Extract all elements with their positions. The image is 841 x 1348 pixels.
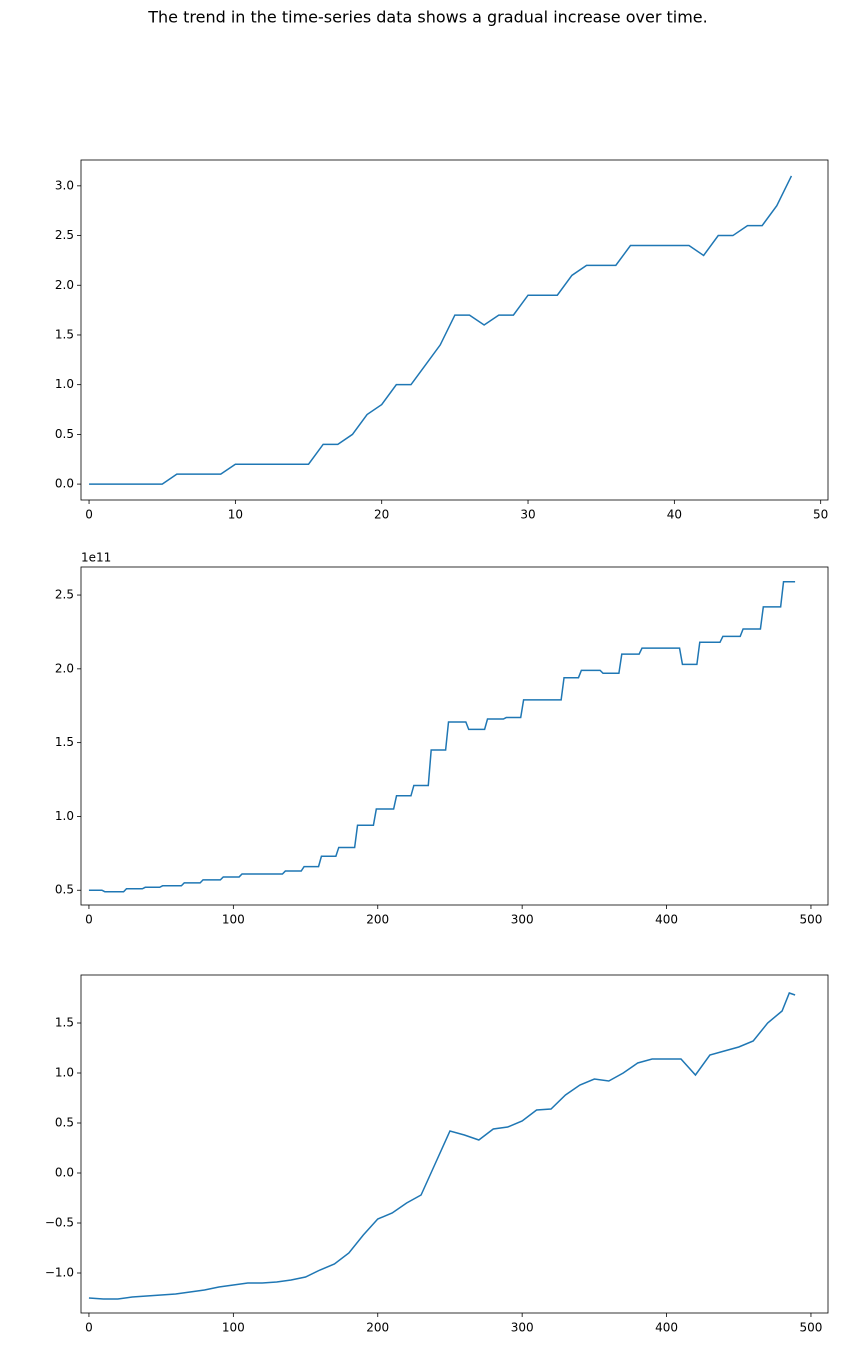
y-tick-label: −1.0	[45, 1266, 74, 1280]
y-tick-label: 1.0	[55, 1066, 74, 1080]
x-tick-label: 10	[228, 508, 243, 522]
x-tick-label: 100	[222, 913, 245, 927]
x-tick-label: 40	[667, 508, 682, 522]
y-tick-label: 0.5	[55, 427, 74, 441]
offset-label: 1e11	[81, 551, 111, 565]
data-line	[89, 175, 793, 485]
y-tick-label: 0.5	[55, 883, 74, 897]
y-tick-label: 1.5	[55, 1016, 74, 1030]
x-tick-label: 200	[366, 913, 389, 927]
x-tick-label: 500	[800, 913, 823, 927]
y-tick-label: 1.5	[55, 735, 74, 749]
x-tick-label: 0	[85, 913, 93, 927]
y-tick-label: 0.5	[55, 1116, 74, 1130]
y-tick-label: 1.0	[55, 809, 74, 823]
axes-frame	[80, 566, 829, 906]
x-tick-label: 200	[366, 1321, 389, 1335]
data-line	[88, 581, 796, 893]
x-tick-label: 500	[800, 1321, 823, 1335]
x-tick-label: 50	[813, 508, 828, 522]
x-tick-label: 300	[511, 1321, 534, 1335]
figure-title: The trend in the time-series data shows …	[147, 8, 707, 27]
y-tick-label: 0.0	[55, 1166, 74, 1180]
axes-frame	[80, 159, 829, 501]
x-tick-label: 20	[374, 508, 389, 522]
x-tick-label: 400	[655, 913, 678, 927]
y-tick-label: 3.0	[55, 178, 74, 192]
x-tick-label: 300	[511, 913, 534, 927]
y-tick-label: 0.0	[55, 477, 74, 491]
data-line	[88, 992, 796, 1300]
y-tick-label: 2.0	[55, 278, 74, 292]
x-tick-label: 0	[85, 508, 93, 522]
y-tick-label: 2.5	[55, 228, 74, 242]
x-tick-label: 0	[85, 1321, 93, 1335]
x-tick-label: 400	[655, 1321, 678, 1335]
y-tick-label: 1.5	[55, 327, 74, 341]
y-tick-label: 2.0	[55, 661, 74, 675]
axes-frame	[80, 974, 829, 1314]
x-tick-label: 30	[520, 508, 535, 522]
y-tick-label: 2.5	[55, 588, 74, 602]
y-tick-label: −0.5	[45, 1216, 74, 1230]
y-tick-label: 1.0	[55, 377, 74, 391]
x-tick-label: 100	[222, 1321, 245, 1335]
